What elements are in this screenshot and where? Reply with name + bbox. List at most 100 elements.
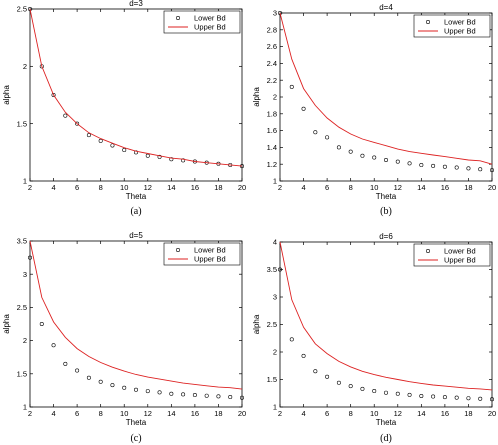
y-tick-label: 1.5: [17, 119, 27, 128]
series-point-lower-bd: [395, 391, 400, 396]
legend-box: [413, 14, 491, 38]
x-tick-label: 20: [488, 183, 496, 192]
legend-label: Lower Bd: [444, 247, 476, 256]
y-tick-label: 2.5: [17, 5, 27, 14]
x-axis-label: Theta: [376, 418, 397, 427]
series-line-upper-bd: [29, 240, 243, 390]
x-axis-label: Theta: [126, 418, 147, 427]
series-line-upper-bd: [29, 8, 243, 167]
y-axis-label: alpha: [252, 87, 261, 107]
x-tick-label: 12: [144, 409, 152, 418]
series-point-lower-bd: [431, 163, 436, 168]
legend-label: Upper Bd: [444, 256, 476, 265]
x-tick-label: 2: [278, 409, 282, 418]
x-tick-label: 8: [99, 409, 103, 418]
x-tick-label: 8: [349, 183, 353, 192]
x-tick-label: 12: [394, 409, 402, 418]
series-point-lower-bd: [289, 84, 294, 89]
series-point-lower-bd: [348, 384, 353, 389]
panel-caption: (a): [130, 206, 141, 217]
series-point-lower-bd: [145, 389, 150, 394]
series-point-lower-bd: [75, 368, 80, 373]
x-tick-label: 6: [75, 409, 79, 418]
x-tick-label: 10: [120, 183, 128, 192]
series-point-lower-bd: [134, 387, 139, 392]
y-tick-label: 1: [23, 177, 27, 186]
x-tick-label: 20: [238, 409, 246, 418]
legend-swatch-marker: [425, 19, 430, 24]
series-point-lower-bd: [313, 369, 318, 374]
x-tick-label: 6: [325, 183, 329, 192]
series-point-lower-bd: [372, 389, 377, 394]
series-point-lower-bd: [289, 337, 294, 342]
x-tick-label: 10: [120, 409, 128, 418]
x-tick-label: 18: [214, 409, 222, 418]
series-point-lower-bd: [192, 393, 197, 398]
series-point-lower-bd: [98, 138, 103, 143]
series-point-lower-bd: [110, 383, 115, 388]
y-tick-label: 1.6: [267, 126, 277, 135]
y-tick-label: 2.2: [267, 76, 277, 85]
legend-swatch-marker: [176, 248, 181, 253]
series-point-lower-bd: [228, 395, 233, 400]
series-point-lower-bd: [216, 394, 221, 399]
x-tick-label: 4: [301, 409, 305, 418]
series-line-upper-bd: [279, 241, 493, 391]
series-point-lower-bd: [277, 267, 282, 272]
series-point-lower-bd: [39, 321, 44, 326]
series-point-lower-bd: [204, 393, 209, 398]
series-point-lower-bd: [301, 353, 306, 358]
series-point-lower-bd: [442, 164, 447, 169]
chart-panel-1: d=3 2 4 6 8 10 12 14 16 18 20 1 1.5 2 2.5 Theta alpha Low…: [2, 0, 246, 217]
series-point-lower-bd: [86, 375, 91, 380]
y-tick-label: 2.5: [17, 303, 27, 312]
x-tick-label: 16: [191, 183, 199, 192]
y-tick-label: 2.6: [267, 42, 277, 51]
series-point-lower-bd: [63, 361, 68, 366]
y-tick-label: 4: [273, 238, 277, 247]
series-point-lower-bd: [110, 143, 115, 148]
chart-title: d=6: [379, 232, 393, 241]
series-point-lower-bd: [466, 166, 471, 171]
x-tick-label: 16: [441, 183, 449, 192]
y-tick-label: 2.4: [267, 59, 277, 68]
x-tick-label: 10: [370, 409, 378, 418]
y-tick-label: 1.8: [267, 109, 277, 118]
series-point-lower-bd: [454, 395, 459, 400]
panel-caption: (d): [380, 433, 392, 444]
y-tick-label: 2: [273, 348, 277, 357]
y-tick-label: 2: [23, 62, 27, 71]
x-tick-label: 2: [278, 183, 282, 192]
y-tick-label: 2: [23, 336, 27, 345]
x-tick-label: 16: [441, 409, 449, 418]
y-tick-label: 2.8: [267, 25, 277, 34]
plot-frame: [29, 8, 243, 182]
y-tick-label: 1: [23, 403, 27, 412]
x-tick-label: 14: [417, 409, 425, 418]
series-point-lower-bd: [383, 390, 388, 395]
x-tick-label: 6: [325, 409, 329, 418]
series-point-lower-bd: [419, 393, 424, 398]
series-point-lower-bd: [145, 153, 150, 158]
series-point-lower-bd: [86, 133, 91, 138]
series-point-lower-bd: [336, 145, 341, 150]
series-point-lower-bd: [63, 113, 68, 118]
legend-label: Lower Bd: [194, 14, 226, 23]
x-tick-label: 18: [464, 183, 472, 192]
series-point-lower-bd: [313, 130, 318, 135]
x-tick-label: 16: [191, 409, 199, 418]
series-point-lower-bd: [301, 106, 306, 111]
x-axis-label: Theta: [126, 192, 147, 201]
x-tick-label: 14: [417, 183, 425, 192]
series-point-lower-bd: [407, 392, 412, 397]
y-axis-label: alpha: [2, 85, 11, 105]
x-tick-label: 10: [370, 183, 378, 192]
series-point-lower-bd: [372, 155, 377, 160]
legend-label: Upper Bd: [194, 23, 226, 32]
x-tick-label: 20: [488, 409, 496, 418]
plot-frame: [29, 240, 243, 408]
